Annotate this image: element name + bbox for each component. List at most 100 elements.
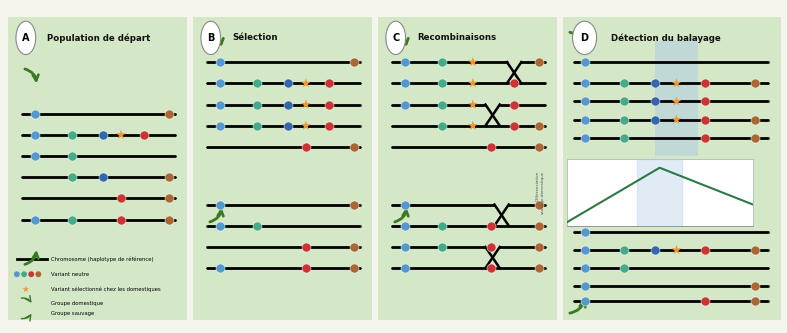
Point bbox=[749, 284, 762, 289]
Point bbox=[213, 123, 226, 129]
Text: C: C bbox=[392, 33, 399, 43]
Point bbox=[699, 135, 711, 141]
Point bbox=[398, 59, 411, 65]
Point bbox=[578, 135, 591, 141]
Text: Groupe domestique: Groupe domestique bbox=[51, 300, 103, 305]
Point bbox=[300, 244, 312, 250]
Point bbox=[485, 265, 497, 271]
Point bbox=[323, 123, 335, 129]
Point bbox=[213, 59, 226, 65]
Point bbox=[648, 99, 661, 104]
Point bbox=[398, 223, 411, 228]
Point bbox=[436, 102, 449, 107]
Text: Détection du balayage: Détection du balayage bbox=[611, 33, 721, 43]
Text: Recombinaisons: Recombinaisons bbox=[417, 33, 497, 42]
Point bbox=[699, 299, 711, 304]
Point bbox=[436, 59, 449, 65]
Point bbox=[618, 265, 630, 271]
Point bbox=[671, 117, 683, 122]
FancyBboxPatch shape bbox=[376, 14, 559, 323]
Point bbox=[97, 132, 109, 138]
FancyBboxPatch shape bbox=[6, 14, 189, 323]
Text: A: A bbox=[22, 33, 30, 43]
Point bbox=[533, 123, 545, 129]
Point bbox=[213, 223, 226, 228]
Point bbox=[66, 217, 79, 222]
Point bbox=[485, 244, 497, 250]
Point bbox=[671, 247, 683, 253]
Point bbox=[282, 123, 294, 129]
Text: Groupe sauvage: Groupe sauvage bbox=[51, 311, 94, 316]
Point bbox=[508, 102, 520, 107]
Point bbox=[163, 111, 176, 116]
Point bbox=[671, 81, 683, 86]
Point bbox=[213, 265, 226, 271]
Point bbox=[348, 265, 360, 271]
Point bbox=[648, 247, 661, 253]
Point bbox=[115, 196, 127, 201]
Circle shape bbox=[386, 21, 405, 55]
Point bbox=[66, 154, 79, 159]
Point bbox=[467, 123, 479, 129]
Text: B: B bbox=[207, 33, 214, 43]
Point bbox=[578, 81, 591, 86]
Point bbox=[578, 229, 591, 234]
Point bbox=[699, 99, 711, 104]
Point bbox=[436, 223, 449, 228]
Point bbox=[213, 81, 226, 86]
Point bbox=[25, 272, 38, 277]
Point bbox=[20, 287, 32, 292]
Point bbox=[348, 59, 360, 65]
Text: Variant sélectionné chez les domestiques: Variant sélectionné chez les domestiques bbox=[51, 287, 161, 292]
Point bbox=[163, 217, 176, 222]
Point bbox=[618, 117, 630, 122]
Point bbox=[533, 223, 545, 228]
Point bbox=[32, 272, 45, 277]
Point bbox=[398, 265, 411, 271]
Point bbox=[749, 247, 762, 253]
Point bbox=[163, 174, 176, 180]
Point bbox=[300, 265, 312, 271]
Point bbox=[251, 123, 264, 129]
Point bbox=[300, 81, 312, 86]
Point bbox=[300, 144, 312, 150]
Point bbox=[28, 217, 41, 222]
Text: Sélection: Sélection bbox=[232, 33, 278, 42]
Point bbox=[398, 81, 411, 86]
Point bbox=[485, 144, 497, 150]
Point bbox=[749, 299, 762, 304]
Point bbox=[533, 59, 545, 65]
Text: Population de départ: Population de départ bbox=[47, 33, 151, 43]
Point bbox=[323, 102, 335, 107]
Point bbox=[533, 202, 545, 207]
Circle shape bbox=[573, 21, 597, 55]
Circle shape bbox=[16, 21, 35, 55]
Point bbox=[749, 117, 762, 122]
Point bbox=[671, 99, 683, 104]
Point bbox=[467, 81, 479, 86]
Point bbox=[251, 223, 264, 228]
Point bbox=[163, 196, 176, 201]
Point bbox=[436, 81, 449, 86]
Point bbox=[348, 202, 360, 207]
Bar bbox=[637, 159, 682, 226]
Point bbox=[251, 102, 264, 107]
Point bbox=[749, 81, 762, 86]
Point bbox=[618, 99, 630, 104]
Point bbox=[436, 123, 449, 129]
Point bbox=[533, 265, 545, 271]
Point bbox=[300, 102, 312, 107]
Point bbox=[323, 81, 335, 86]
Point bbox=[398, 244, 411, 250]
Text: Différenciation
sauvage-domestique: Différenciation sauvage-domestique bbox=[536, 171, 545, 214]
Point bbox=[533, 144, 545, 150]
Point bbox=[467, 102, 479, 107]
Point bbox=[300, 123, 312, 129]
Point bbox=[749, 135, 762, 141]
Point bbox=[618, 135, 630, 141]
Point bbox=[348, 144, 360, 150]
Point bbox=[648, 81, 661, 86]
Point bbox=[699, 81, 711, 86]
Point bbox=[213, 202, 226, 207]
Text: D: D bbox=[581, 33, 589, 43]
